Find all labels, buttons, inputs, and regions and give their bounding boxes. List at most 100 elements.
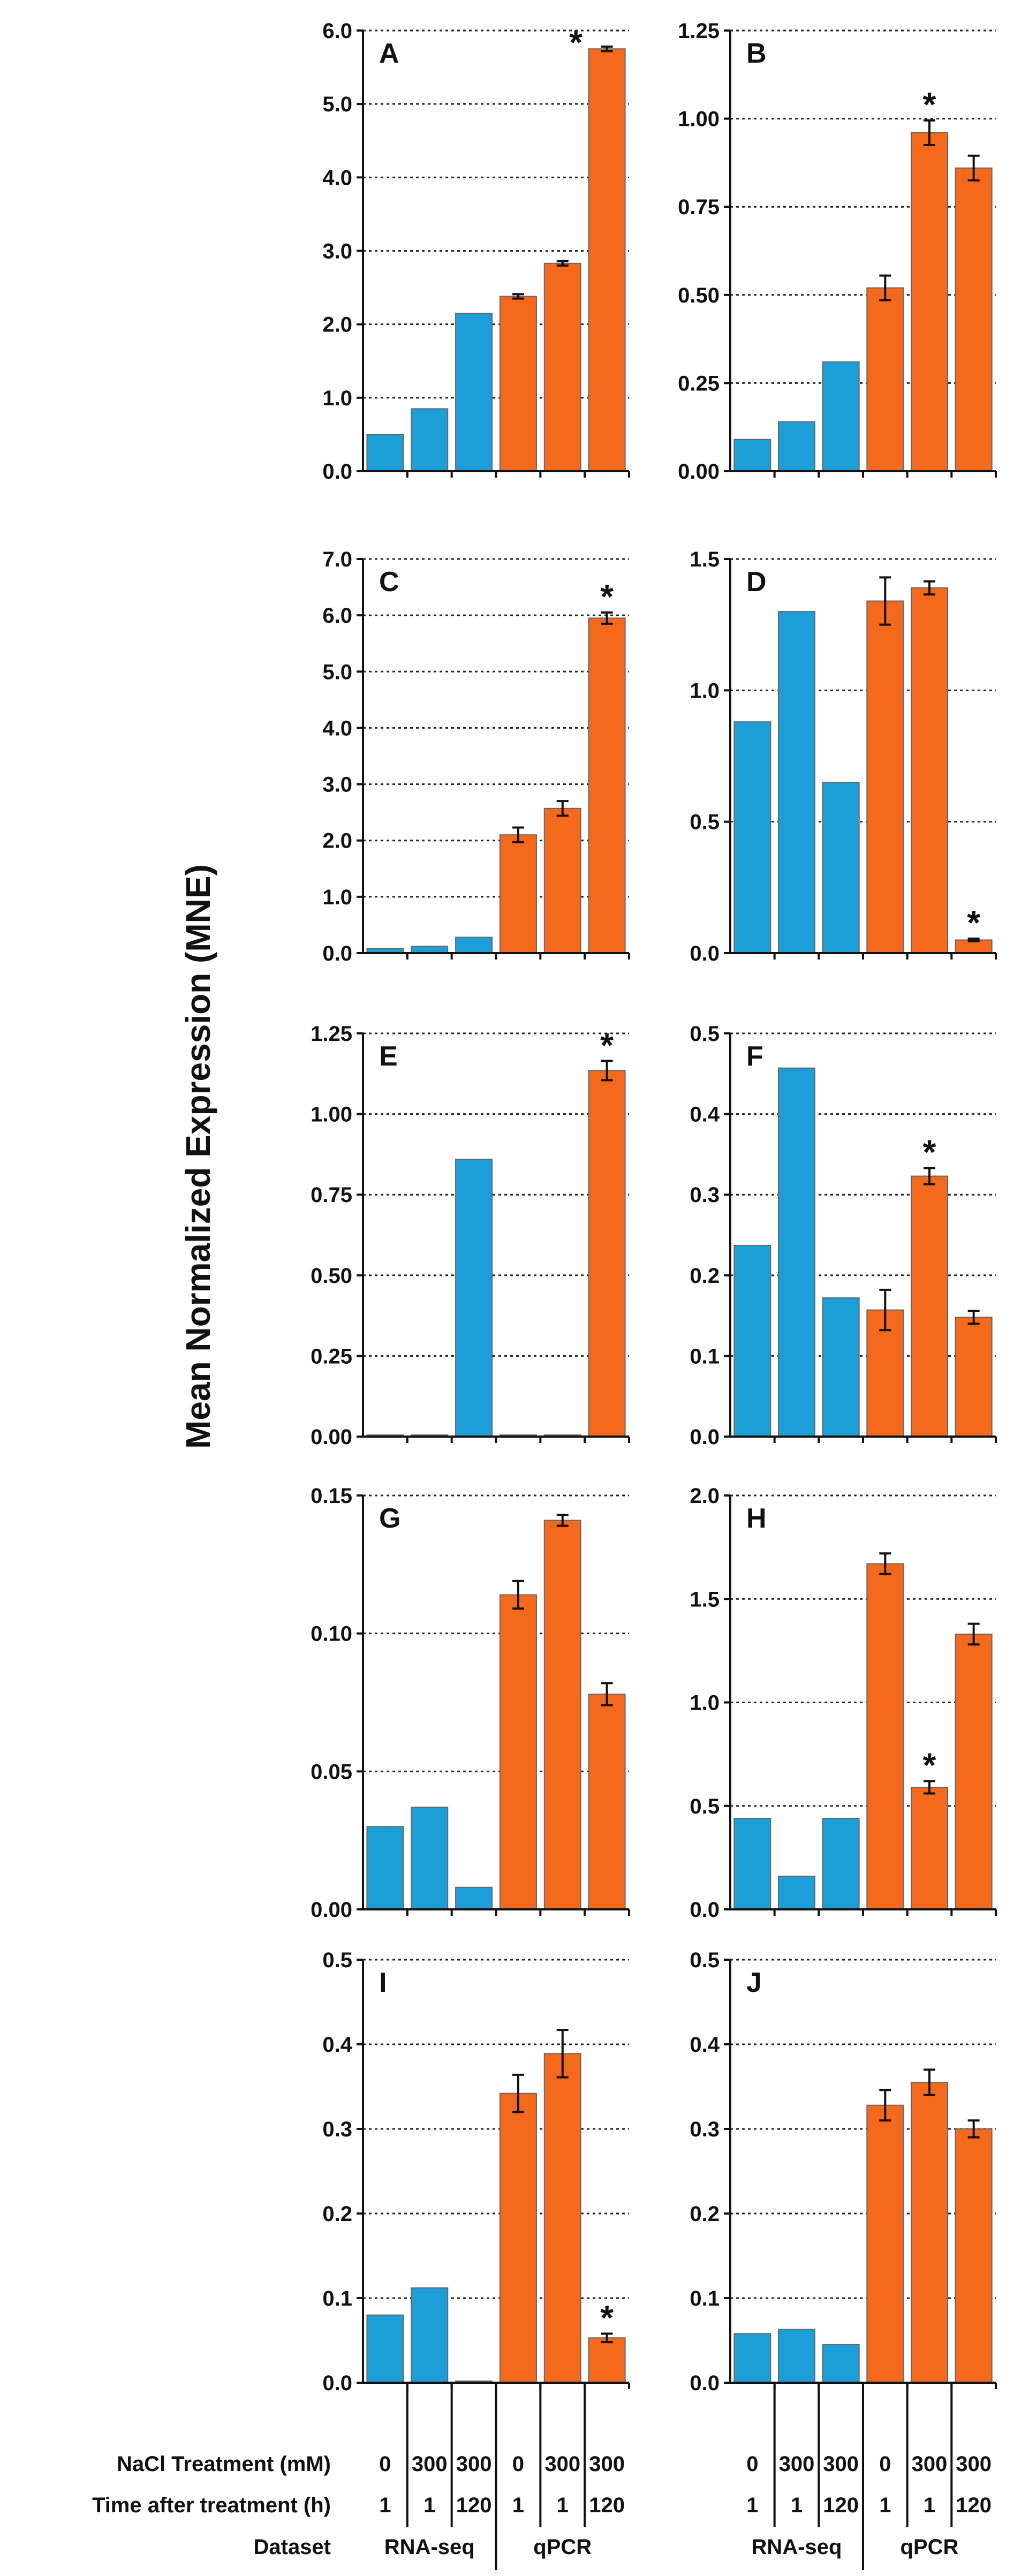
bar-qpcr [543,2053,581,2383]
nacl-value: 300 [589,2452,625,2476]
panel-j: 0.0 0.1 0.2 0.3 0.4 0.5 J [690,1948,997,2395]
time-value: 1 [746,2494,758,2517]
bar-rnaseq [733,2333,771,2383]
time-value: 1 [791,2494,803,2517]
bar-rnaseq [733,439,771,472]
y-tick-label: 0.0 [322,460,352,484]
nacl-value: 300 [412,2452,448,2476]
y-tick-label: 0.1 [690,1344,720,1368]
y-tick-label: 0.5 [690,1948,720,1972]
y-tick-label: 0.50 [678,284,720,307]
bar-qpcr [866,287,904,472]
y-axis-title: Mean Normalized Expression (MNE) [179,864,217,1449]
panel-label: D [746,566,767,598]
y-tick-label: 6.0 [322,604,352,628]
y-tick-label: 3.0 [322,773,352,797]
y-tick-label: 1.00 [678,108,720,131]
panel-label: J [746,1967,762,1998]
nacl-value: 0 [379,2452,391,2476]
bar-rnaseq [778,1067,815,1438]
bar-rnaseq [822,1297,860,1438]
condition-columns-right: 0 1 300 1 300 120 0 1 300 1 300 120 RNA-seq qPCR [746,2383,992,2570]
y-tick-label: 0.00 [311,1898,352,1922]
y-tick-label: 2.0 [322,313,352,337]
y-tick-label: 6.0 [322,19,352,43]
panel-f: 0.0 0.1 0.2 0.3 0.4 0.5 * F [690,1022,997,1449]
y-tick-label: 0.0 [690,1425,720,1449]
bar-qpcr [911,1786,948,1910]
bar-rnaseq [778,2329,815,2383]
bar-rnaseq [778,611,815,954]
y-tick-label: 1.25 [311,1022,352,1046]
y-tick-label: 1.0 [690,679,720,702]
panel-label: C [379,566,399,598]
bar-qpcr [588,2337,626,2383]
bar-rnaseq [733,1817,771,1910]
bar-rnaseq [411,2287,449,2384]
y-tick-label: 0.3 [690,2118,720,2141]
nacl-value: 0 [746,2452,758,2476]
bar-qpcr [588,1694,626,1910]
y-tick-label: 4.0 [322,716,352,740]
y-tick-label: 0.0 [322,2371,352,2395]
bar-rnaseq [733,1245,771,1437]
bar-qpcr [499,296,537,472]
bar-rnaseq [455,313,493,472]
bar-rnaseq [366,434,404,472]
y-tick-label: 0.2 [690,2202,720,2226]
panels: 0.0 1.0 2.0 3.0 4.0 5.0 6.0 * A 0.00 0.25 0.50 0.75 1… [311,19,997,2395]
y-tick-label: 0.4 [690,1103,720,1127]
bar-rnaseq [455,1158,493,1438]
y-tick-label: 0.5 [690,1795,720,1818]
nacl-value: 300 [956,2452,992,2476]
bar-rnaseq [822,361,860,472]
y-tick-label: 0.05 [311,1760,352,1784]
y-tick-label: 0.0 [690,1898,720,1922]
y-tick-label: 1.5 [690,1588,720,1611]
panel-label: G [379,1503,400,1534]
panel-d: 0.0 0.5 1.0 1.5 * D [690,548,997,965]
nacl-value: 300 [544,2452,580,2476]
significance-star: * [923,85,936,124]
time-value: 120 [589,2494,625,2517]
bar-rnaseq [366,2314,404,2384]
bar-rnaseq [455,936,493,954]
significance-star: * [600,577,614,616]
time-value: 120 [823,2494,859,2517]
y-tick-label: 0.0 [690,942,720,965]
dataset-name: RNA-seq [752,2535,842,2559]
nacl-value: 0 [879,2452,891,2476]
bar-qpcr [866,600,904,954]
bar-rnaseq [778,1876,815,1910]
y-tick-label: 0.50 [311,1264,352,1288]
panel-label: I [379,1967,387,1998]
y-tick-label: 1.25 [678,19,720,43]
bar-qpcr [911,1175,948,1437]
y-tick-label: 0.10 [311,1622,352,1646]
bar-qpcr [588,617,626,954]
panel-a: 0.0 1.0 2.0 3.0 4.0 5.0 6.0 * A [322,19,630,484]
time-value: 1 [512,2494,524,2517]
bar-qpcr [955,2128,993,2383]
y-tick-label: 0.1 [322,2287,352,2310]
y-tick-label: 2.0 [690,1484,720,1508]
y-tick-label: 5.0 [322,660,352,684]
bar-qpcr [543,262,581,472]
dataset-name: qPCR [901,2535,959,2559]
dataset-row-label: Dataset [253,2535,331,2559]
y-tick-label: 1.00 [311,1103,352,1127]
time-row-label: Time after treatment (h) [92,2494,331,2517]
nacl-row-label: NaCl Treatment (mM) [117,2452,331,2476]
bar-qpcr [955,1317,993,1438]
y-tick-label: 0.0 [690,2371,720,2395]
panel-g: 0.00 0.05 0.10 0.15 G [311,1484,630,1922]
bar-rnaseq [411,408,449,472]
panel-h: 0.0 0.5 1.0 1.5 2.0 * H [690,1484,997,1922]
y-tick-label: 0.5 [690,811,720,834]
bar-rnaseq [733,721,771,954]
bar-qpcr [588,1070,626,1437]
bar-rnaseq [455,1886,493,1910]
y-tick-label: 0.2 [690,1264,720,1288]
